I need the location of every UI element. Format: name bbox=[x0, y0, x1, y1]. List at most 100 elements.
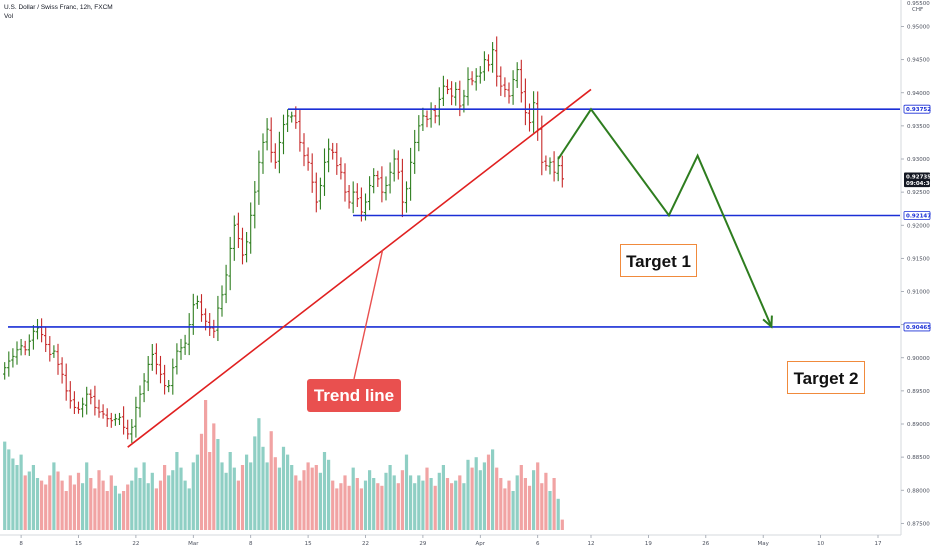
volume-bar bbox=[404, 454, 409, 530]
volume-bar bbox=[261, 446, 265, 530]
volume-bar bbox=[544, 472, 548, 530]
ohlc-bar bbox=[339, 157, 343, 180]
volume-bar bbox=[60, 480, 64, 530]
symbol-title: U.S. Dollar / Swiss Franc, 12h, FXCM bbox=[4, 4, 113, 11]
ohlc-bar bbox=[347, 185, 351, 209]
ohlc-bar bbox=[380, 166, 384, 203]
price-badge-bg bbox=[903, 211, 931, 220]
time-tick-label: 26 bbox=[702, 541, 709, 547]
time-axis[interactable]: 8 15 22 Mar 8 15 22 29 Apr 6 12 19 26 May 10 17 bbox=[0, 534, 901, 547]
ohlc-bar bbox=[421, 107, 425, 132]
ohlc-bar bbox=[335, 143, 339, 175]
volume-bar bbox=[359, 488, 363, 530]
ohlc-bar bbox=[326, 138, 331, 173]
volume-bar bbox=[511, 491, 515, 530]
volume-bar bbox=[7, 449, 11, 530]
volume-bar bbox=[302, 470, 306, 530]
trend-line bbox=[127, 88, 592, 448]
volume-bar bbox=[85, 462, 89, 530]
volume-bar bbox=[204, 400, 208, 530]
time-tick-label: Apr bbox=[476, 541, 486, 547]
ohlc-bar bbox=[208, 313, 212, 336]
ohlc-bar bbox=[552, 151, 556, 182]
price-tick-label: 0.89500 bbox=[907, 389, 930, 395]
volume-bar bbox=[142, 462, 146, 530]
time-tick-label: 15 bbox=[75, 541, 82, 547]
ohlc-bar bbox=[490, 42, 495, 73]
ohlc-bar bbox=[445, 79, 450, 95]
ohlc-bar bbox=[179, 338, 183, 360]
volume-bar bbox=[425, 467, 429, 530]
volume-bar bbox=[503, 488, 507, 530]
ohlc-bar bbox=[544, 155, 548, 171]
ohlc-bar bbox=[310, 153, 314, 193]
volume-bar bbox=[93, 488, 97, 530]
ohlc-bar bbox=[253, 181, 257, 229]
ohlc-bar bbox=[486, 54, 491, 72]
volume-bar bbox=[306, 462, 310, 530]
ohlc-bar bbox=[93, 385, 97, 416]
volume-bar bbox=[458, 475, 462, 530]
time-tick-label: 29 bbox=[419, 541, 426, 547]
ohlc-bar bbox=[35, 319, 40, 340]
volume-bar bbox=[429, 478, 433, 530]
ohlc-bar bbox=[355, 183, 359, 208]
price-tick-label: 0.89000 bbox=[907, 422, 930, 428]
ohlc-bar bbox=[19, 339, 23, 356]
time-tick-label: 19 bbox=[645, 541, 652, 547]
volume-bar bbox=[97, 470, 101, 530]
volume-bars bbox=[3, 400, 564, 530]
time-tick-label: 22 bbox=[132, 541, 139, 547]
volume-bar bbox=[122, 491, 126, 530]
ohlc-bar bbox=[531, 91, 536, 133]
ohlc-bar bbox=[23, 340, 27, 356]
ohlc-bar bbox=[117, 412, 122, 425]
ohlc-bar bbox=[363, 193, 368, 221]
ohlc-bar bbox=[216, 295, 220, 342]
volume-bar bbox=[482, 462, 486, 530]
ohlc-bar bbox=[48, 336, 52, 362]
volume-bar bbox=[64, 491, 68, 530]
ohlc-bar bbox=[458, 80, 462, 117]
volume-bar bbox=[495, 467, 499, 530]
volume-bar bbox=[199, 433, 204, 530]
volume-bar bbox=[171, 470, 175, 530]
volume-bar bbox=[89, 478, 93, 530]
volume-bar bbox=[372, 478, 376, 530]
volume-bar bbox=[532, 470, 536, 530]
volume-bar bbox=[183, 480, 187, 530]
volume-bar bbox=[105, 491, 109, 530]
ohlc-bar bbox=[474, 68, 478, 91]
volume-bar bbox=[245, 454, 249, 530]
volume-bar bbox=[27, 471, 31, 530]
volume-bar bbox=[117, 493, 122, 530]
volume-bar bbox=[536, 462, 540, 530]
ohlc-bar bbox=[454, 82, 458, 106]
volume-bar bbox=[253, 436, 257, 530]
price-badge-bg bbox=[903, 104, 931, 114]
ohlc-bar bbox=[150, 344, 154, 371]
ohlc-bar bbox=[80, 397, 85, 418]
volume-bar bbox=[445, 478, 450, 530]
volume-bar bbox=[109, 475, 113, 530]
ohlc-bar bbox=[171, 358, 175, 395]
ohlc-bar bbox=[367, 176, 372, 211]
volume-bar bbox=[298, 480, 302, 530]
volume-bar bbox=[68, 475, 72, 530]
ohlc-bar bbox=[15, 341, 19, 365]
volume-bar bbox=[265, 462, 269, 530]
ohlc-bar bbox=[261, 133, 265, 174]
volume-bar bbox=[450, 483, 454, 530]
target-2-label: Target 2 bbox=[787, 361, 865, 394]
volume-bar bbox=[322, 452, 327, 530]
volume-bar bbox=[376, 483, 380, 530]
ohlc-bar bbox=[359, 187, 364, 222]
price-tick-label: 0.87500 bbox=[907, 521, 930, 527]
time-tick-label: 17 bbox=[875, 541, 882, 547]
price-label-badge: 0.92735 bbox=[904, 172, 931, 181]
volume-bar bbox=[81, 483, 85, 530]
ohlc-bar bbox=[138, 385, 142, 418]
ohlc-bar bbox=[220, 285, 224, 317]
